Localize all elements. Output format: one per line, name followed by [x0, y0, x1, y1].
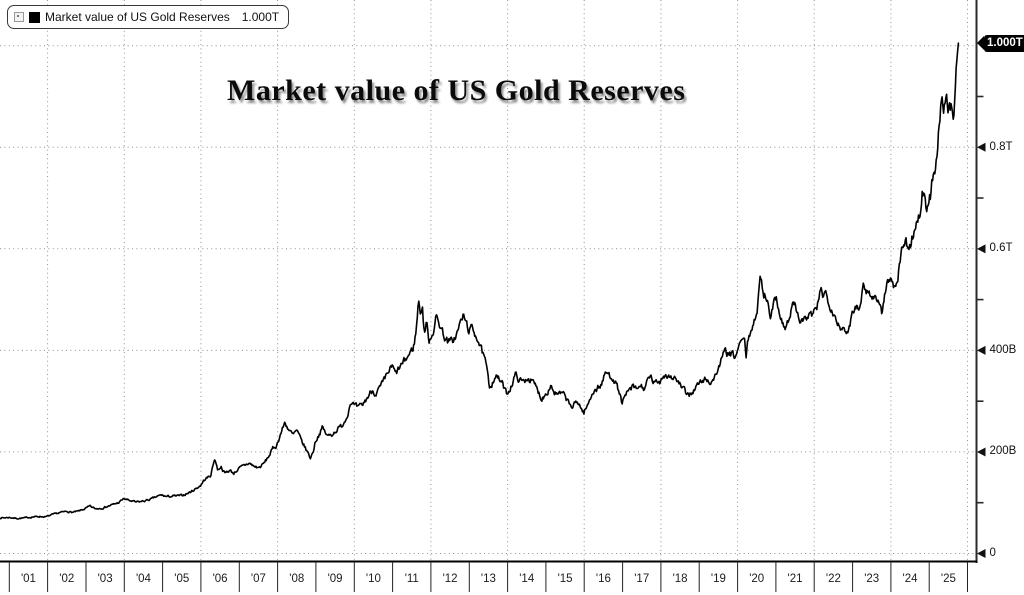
y-axis-label: 400B: [989, 343, 1017, 356]
y-axis-label: 0.8T: [989, 140, 1013, 153]
x-axis-label: '20: [749, 573, 765, 585]
x-axis-label: '05: [174, 573, 190, 585]
x-axis-label: '11: [404, 573, 419, 585]
x-axis-label: '06: [212, 573, 228, 585]
x-axis-label: '18: [672, 573, 688, 585]
legend-label: Market value of US Gold Reserves: [45, 10, 230, 24]
x-axis-label: '21: [787, 573, 803, 585]
x-axis-label: '17: [634, 573, 650, 585]
y-axis-label: 0.6T: [989, 242, 1013, 255]
expand-icon[interactable]: [14, 12, 24, 22]
x-axis-label: '09: [327, 573, 343, 585]
chart-title: Market value of US Gold Reserves: [227, 74, 686, 107]
x-axis-label: '22: [825, 573, 841, 585]
x-axis-label: '02: [59, 573, 75, 585]
x-axis-label: '14: [519, 573, 535, 585]
x-axis-label: '19: [710, 573, 726, 585]
x-axis-label: '23: [864, 573, 880, 585]
legend[interactable]: Market value of US Gold Reserves 1.000T: [7, 5, 290, 29]
y-axis-label: 0: [989, 547, 996, 559]
x-axis-label: '03: [97, 573, 113, 585]
x-axis-label: '25: [940, 573, 956, 585]
legend-value: 1.000T: [241, 10, 280, 24]
series-swatch-icon: [29, 11, 40, 23]
x-axis-label: '13: [480, 573, 496, 585]
x-axis-label: '07: [250, 573, 266, 585]
x-axis-label: '08: [289, 573, 305, 585]
y-axis-label: 200B: [989, 445, 1017, 458]
x-axis-label: '12: [442, 573, 458, 585]
x-axis-label: '04: [135, 573, 151, 585]
x-axis-label: '24: [902, 573, 918, 585]
x-axis-label: '01: [20, 573, 36, 585]
x-axis-label: '16: [595, 573, 611, 585]
x-axis-label: '15: [557, 573, 573, 585]
last-value-tag: 1.000T: [977, 34, 1024, 52]
x-axis-label: '10: [365, 573, 381, 585]
